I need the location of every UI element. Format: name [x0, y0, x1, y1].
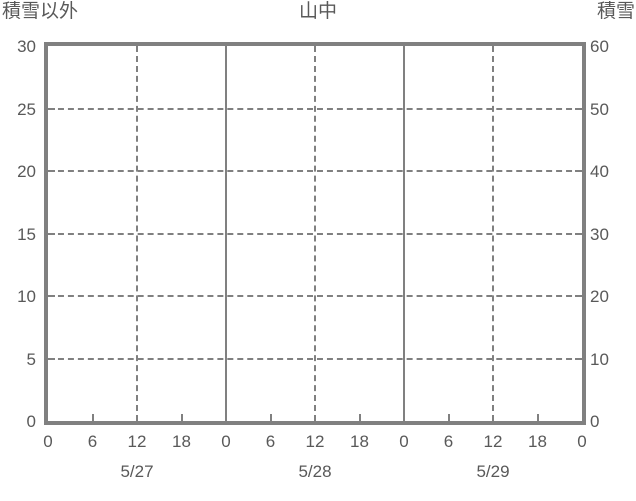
right-axis-title: 積雪 — [596, 1, 635, 22]
x-axis-tick-label: 0 — [399, 432, 409, 451]
y-axis-tick-label: 20 — [17, 162, 36, 181]
x-axis-tick-label: 12 — [305, 432, 325, 451]
day-boundary-gridline — [225, 46, 227, 421]
page-title: 山中 — [298, 1, 337, 22]
x-axis-tick-label: 0 — [43, 432, 53, 451]
y2-axis-tick-label: 30 — [590, 224, 609, 244]
x-axis-day-label: 5/28 — [298, 462, 332, 481]
y2-axis-tick-label: 10 — [590, 349, 609, 369]
y-axis-tick-label: 0 — [26, 412, 36, 431]
y2-axis-tick-mark — [575, 232, 582, 235]
y-axis-tick-label: 25 — [17, 99, 36, 119]
y-axis-tick-label: 15 — [17, 224, 36, 244]
y-axis-tick-mark — [48, 107, 55, 110]
y2-axis-tick-mark — [575, 357, 582, 360]
x-axis-tick-label: 18 — [172, 432, 191, 451]
y-axis-tick-mark — [48, 170, 55, 172]
x-axis-tick-mark — [91, 414, 94, 421]
y2-axis-tick-mark — [575, 107, 582, 110]
y2-axis-tick-label: 20 — [590, 287, 609, 306]
y2-axis-tick-label: 0 — [590, 412, 600, 431]
plot-area — [44, 42, 586, 425]
left-axis-title: 積雪以外 — [2, 1, 79, 22]
y2-axis-tick-mark — [575, 295, 582, 297]
x-axis-tick-label: 18 — [350, 432, 369, 451]
vertical-gridline — [136, 46, 138, 421]
x-axis-tick-label: 0 — [221, 432, 231, 451]
x-axis-tick-mark — [536, 414, 539, 421]
vertical-gridline — [314, 46, 316, 421]
y2-axis-tick-label: 60 — [590, 37, 609, 56]
x-axis-tick-label: 0 — [577, 432, 587, 451]
y-axis-tick-label: 30 — [17, 37, 36, 56]
y-axis-tick-mark — [48, 295, 55, 297]
y-axis-tick-mark — [48, 357, 55, 360]
x-axis-day-label: 5/29 — [476, 462, 510, 481]
y-axis-tick-label: 5 — [26, 349, 36, 369]
plot-grid-layer — [48, 46, 582, 421]
y2-axis-tick-label: 50 — [590, 99, 609, 119]
x-axis-tick-mark — [269, 414, 272, 421]
day-boundary-gridline — [403, 46, 405, 421]
x-axis-tick-label: 12 — [127, 432, 147, 451]
x-axis-tick-mark — [180, 414, 183, 421]
y-axis-tick-label: 10 — [17, 287, 36, 306]
x-axis-tick-label: 6 — [87, 432, 98, 451]
x-axis-tick-mark — [358, 414, 361, 421]
y-axis-tick-mark — [48, 232, 55, 235]
vertical-gridline — [492, 46, 494, 421]
x-axis-day-label: 5/27 — [120, 462, 154, 481]
x-axis-tick-label: 18 — [528, 432, 547, 451]
x-axis-tick-mark — [447, 414, 450, 421]
y2-axis-tick-label: 40 — [590, 162, 609, 181]
x-axis-tick-label: 6 — [265, 432, 276, 451]
x-axis-tick-label: 12 — [483, 432, 503, 451]
x-axis-tick-label: 6 — [443, 432, 454, 451]
y2-axis-tick-mark — [575, 170, 582, 172]
